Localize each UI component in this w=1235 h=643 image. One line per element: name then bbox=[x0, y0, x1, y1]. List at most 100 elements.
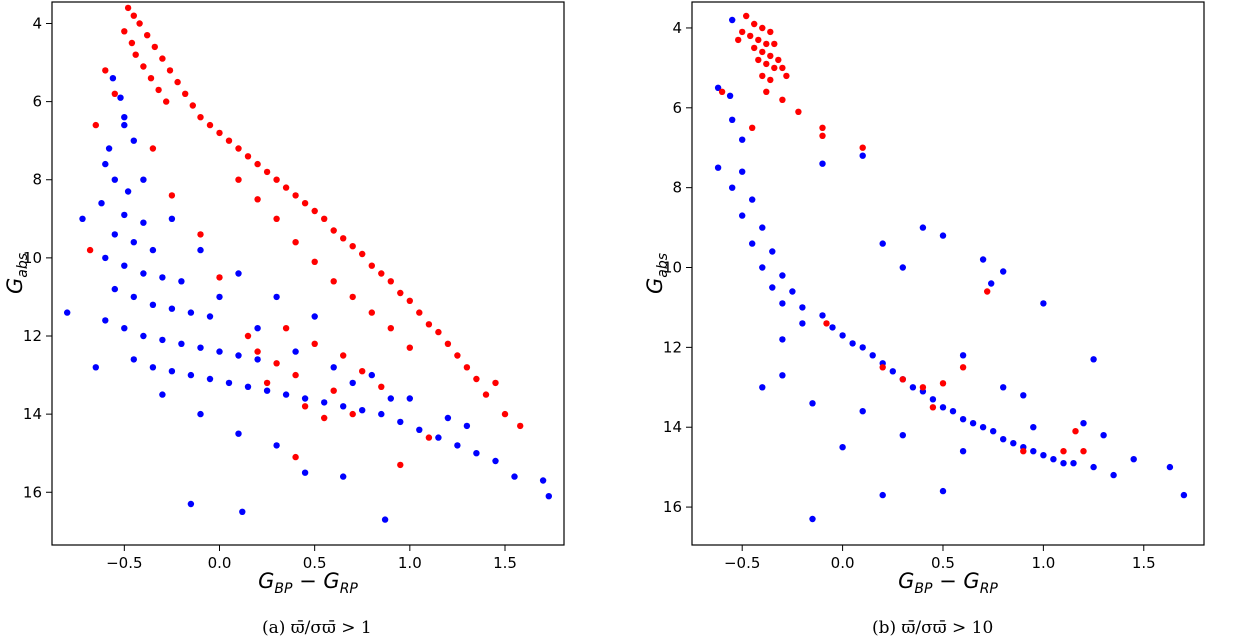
data-point bbox=[749, 124, 756, 131]
data-point bbox=[959, 364, 967, 371]
data-point bbox=[1072, 428, 1079, 435]
data-point bbox=[98, 200, 105, 207]
data-point bbox=[130, 137, 137, 144]
data-point bbox=[1110, 471, 1117, 479]
data-point bbox=[292, 239, 299, 246]
data-point bbox=[859, 408, 866, 415]
y-tick-label: 8 bbox=[32, 171, 42, 189]
data-point bbox=[739, 28, 746, 36]
data-point bbox=[819, 132, 826, 139]
data-point bbox=[340, 352, 347, 359]
data-point bbox=[147, 75, 155, 82]
data-point bbox=[919, 384, 927, 391]
data-point bbox=[128, 39, 136, 47]
data-point bbox=[292, 348, 299, 355]
data-point bbox=[197, 114, 204, 121]
data-point bbox=[769, 248, 776, 255]
data-point bbox=[929, 404, 937, 411]
data-point bbox=[311, 207, 318, 215]
y-tick-label: 14 bbox=[23, 405, 42, 423]
x-tick-label: 1.5 bbox=[493, 554, 517, 572]
data-point bbox=[292, 371, 299, 379]
data-point bbox=[979, 256, 987, 263]
data-point bbox=[130, 356, 137, 363]
data-point bbox=[984, 288, 991, 295]
x-tick-label: 0.0 bbox=[208, 554, 232, 572]
data-point bbox=[899, 432, 906, 439]
data-point bbox=[178, 340, 185, 347]
data-point bbox=[311, 313, 318, 320]
data-point bbox=[775, 56, 782, 64]
data-point bbox=[92, 121, 100, 129]
data-point bbox=[959, 416, 967, 423]
data-point bbox=[473, 375, 480, 383]
data-point bbox=[381, 516, 389, 523]
data-point bbox=[235, 176, 242, 183]
data-point bbox=[444, 340, 452, 347]
data-point bbox=[767, 76, 774, 84]
data-point bbox=[959, 352, 967, 359]
data-point bbox=[349, 379, 356, 387]
data-point bbox=[939, 380, 947, 387]
data-point bbox=[301, 200, 309, 207]
data-point bbox=[859, 144, 866, 151]
data-point bbox=[1000, 436, 1007, 443]
y-tick-label: 14 bbox=[663, 418, 682, 436]
data-point bbox=[378, 383, 385, 390]
data-point bbox=[140, 63, 147, 70]
data-point bbox=[1166, 463, 1174, 471]
data-point bbox=[206, 375, 214, 383]
data-point bbox=[779, 96, 786, 104]
data-point bbox=[406, 297, 413, 304]
data-point bbox=[1000, 384, 1007, 391]
data-point bbox=[755, 36, 762, 44]
data-point bbox=[168, 305, 176, 312]
data-point bbox=[168, 368, 176, 375]
data-point bbox=[387, 278, 394, 285]
data-point bbox=[454, 442, 461, 449]
data-point bbox=[799, 320, 806, 327]
data-point bbox=[111, 90, 119, 98]
data-point bbox=[425, 434, 433, 441]
data-point bbox=[378, 270, 385, 277]
data-point bbox=[714, 164, 722, 171]
data-point bbox=[254, 325, 261, 332]
data-point bbox=[899, 264, 906, 271]
data-point bbox=[789, 288, 796, 295]
data-point bbox=[301, 469, 309, 476]
data-point bbox=[1090, 463, 1097, 471]
data-point bbox=[359, 250, 366, 258]
data-point bbox=[182, 90, 189, 98]
scatter-panel-b: −0.5 0.0 0.5 1.0 1.5 4 6 8 10 12 14 16 GBP − GRP Gab… bbox=[643, 1, 1205, 597]
data-point bbox=[216, 293, 223, 301]
data-point bbox=[254, 356, 261, 363]
data-point bbox=[819, 124, 826, 131]
data-point bbox=[102, 317, 109, 324]
y-tick-label: 4 bbox=[672, 19, 682, 37]
data-point bbox=[759, 384, 766, 391]
data-point bbox=[330, 387, 337, 394]
data-point bbox=[79, 215, 86, 222]
data-point bbox=[397, 461, 404, 469]
data-point bbox=[166, 67, 174, 74]
y-tick-label: 12 bbox=[663, 338, 682, 356]
data-point bbox=[102, 160, 109, 168]
data-point bbox=[771, 40, 778, 48]
data-point bbox=[767, 52, 774, 60]
y-tick-label: 16 bbox=[23, 483, 42, 501]
data-point bbox=[839, 332, 846, 339]
data-point bbox=[1020, 392, 1027, 399]
x-axis-label: GBP − GRP bbox=[898, 569, 998, 597]
data-point bbox=[749, 240, 756, 247]
data-point bbox=[301, 395, 309, 402]
data-point bbox=[197, 231, 204, 238]
data-point bbox=[539, 477, 547, 484]
data-point bbox=[254, 160, 261, 168]
data-point bbox=[140, 332, 147, 340]
data-point bbox=[809, 400, 816, 407]
data-point bbox=[726, 92, 734, 100]
data-point bbox=[763, 88, 770, 96]
data-point bbox=[517, 422, 524, 430]
data-point bbox=[187, 371, 195, 379]
